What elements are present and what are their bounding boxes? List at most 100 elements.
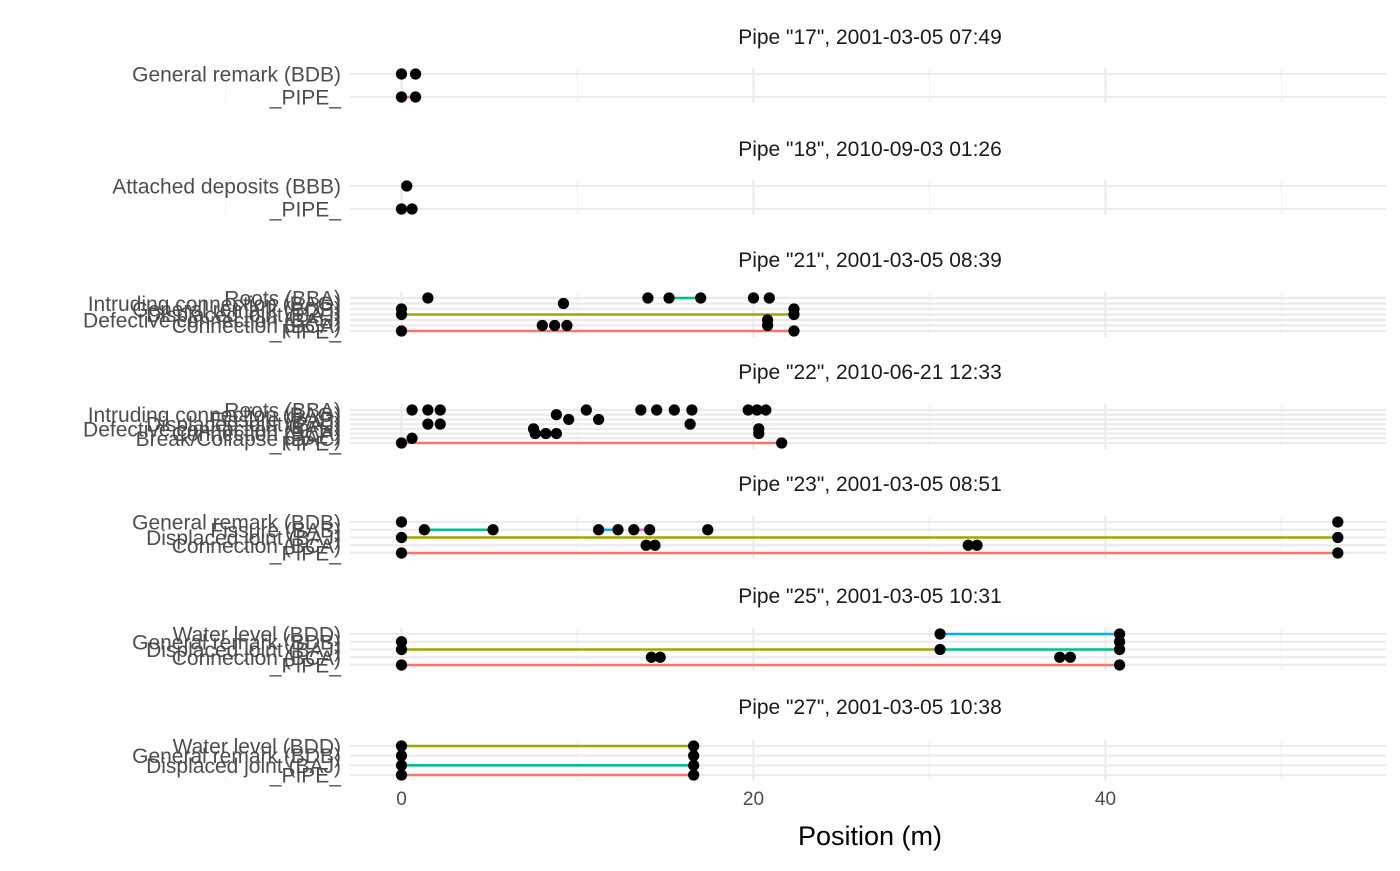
row-label-break-collapse-bac: Break/Collapse (BAC) (136, 428, 341, 451)
panel-title: Pipe "25", 2001-03-05 10:31 (738, 585, 1002, 608)
panel-title: Pipe "27", 2001-03-05 10:38 (738, 696, 1002, 719)
row-label-fissure-bab: Fissure (BAB) (210, 409, 341, 432)
observation-point-roots-bba (695, 292, 707, 304)
row-label-connection-bca: Connection (BCA) (172, 315, 341, 338)
row-label-pipe: _PIPE_ (269, 321, 342, 344)
observation-point-pipe (1332, 547, 1344, 559)
observation-point-roots-bba (635, 404, 647, 416)
row-label-connection-bca: Connection (BCA) (172, 647, 341, 670)
observation-point-displaced-joint-baj (434, 418, 446, 430)
x-tick-label: 20 (743, 789, 764, 810)
observation-point-roots-bba (422, 404, 434, 416)
observation-point-break-collapse-bac (406, 432, 418, 444)
panel-2: Pipe "18", 2010-09-03 01:26 Attached depo… (112, 138, 1386, 222)
observation-point-general-remark-bdb (395, 636, 408, 648)
row-label-attached-deposits-bbb: Attached deposits (BBB) (112, 176, 341, 199)
observation-point-fissure-bab (418, 524, 430, 536)
observation-point-connection-bca (1064, 651, 1076, 663)
row-label-displaced-joint-baj: Displaced joint (BAJ) (146, 639, 341, 662)
observation-point-pipe (788, 325, 800, 337)
observation-point-fissure-bab (593, 413, 605, 426)
observation-point-attached-deposits-bbb (401, 180, 413, 192)
row-label-connection-bca: Connection (BCA) (172, 535, 341, 558)
observation-point-roots-bba (763, 292, 775, 304)
observation-point-displaced-joint-baj (422, 418, 434, 430)
observation-point-displaced-joint-baj (1332, 531, 1344, 544)
row-label-defective-connection-bah: Defective connection (BAH) (83, 418, 341, 441)
observation-point-roots-bba (668, 404, 680, 416)
row-label-displaced-joint-baj: Displaced joint (BAJ) (146, 304, 341, 327)
observation-point-general-remark-bdb (409, 68, 422, 80)
row-label-pipe: _PIPE_ (269, 543, 342, 566)
observation-point-pipe (395, 547, 408, 559)
observation-point-pipe (395, 769, 408, 781)
observation-point-connection-bca (753, 427, 765, 440)
observation-point-displaced-joint-baj (1113, 643, 1126, 656)
observation-point-fissure-bab (563, 413, 575, 426)
observation-point-connection-bca (529, 427, 541, 440)
row-label-displaced-joint-baj: Displaced joint (BAJ) (146, 414, 341, 437)
row-label-water-level-bdd: Water level (BDD) (173, 736, 341, 759)
observation-point-roots-bba (406, 404, 418, 416)
observation-point-pipe (395, 203, 408, 215)
row-label-general-remark-bdb: General remark (BDB) (132, 745, 341, 768)
observation-point-general-remark-bdb (395, 750, 408, 762)
panels-layer: Pipe "17", 2001-03-05 07:49 General remar… (83, 26, 1386, 788)
x-axis: 0 20 40 (396, 789, 1116, 810)
panel-1: Pipe "17", 2001-03-05 07:49 General remar… (132, 26, 1386, 110)
observation-point-pipe (409, 91, 422, 103)
observation-point-connection-bca (540, 427, 552, 440)
panel-title: Pipe "17", 2001-03-05 07:49 (738, 26, 1002, 49)
observation-point-water-level-bdd (688, 740, 700, 752)
observation-point-roots-bba (760, 404, 772, 416)
observation-point-water-level-bdd (1113, 628, 1126, 640)
row-label-water-level-bdd: Water level (BDD) (173, 624, 341, 647)
observation-point-general-remark-bdb (1332, 516, 1344, 528)
observation-point-pipe (395, 325, 408, 337)
observation-point-roots-bba (580, 404, 592, 416)
observation-point-fissure-bab (593, 524, 605, 536)
observation-point-roots-bba (422, 292, 434, 304)
observation-point-roots-bba (642, 292, 654, 304)
observation-point-displaced-joint-baj (395, 643, 408, 656)
row-label-roots-bba: Roots (BBA) (224, 288, 341, 311)
panel-title: Pipe "23", 2001-03-05 08:51 (738, 473, 1002, 496)
panel-4: Pipe "22", 2010-06-21 12:33 Roots (BBA)In… (83, 361, 1386, 456)
observation-point-general-remark-bdb (395, 68, 408, 80)
observation-point-roots-bba (742, 404, 754, 416)
row-label-pipe: _PIPE_ (269, 433, 342, 456)
observation-point-pipe (688, 769, 700, 781)
observation-point-general-remark-bdb (688, 750, 700, 762)
observation-point-displaced-joint-baj (934, 643, 946, 656)
observation-point-connection-bca (640, 539, 652, 551)
row-label-fissure-bab: Fissure (BAB) (210, 519, 341, 542)
observation-point-connection-bca (962, 539, 974, 551)
observation-point-connection-bca (550, 427, 562, 440)
row-label-pipe: _PIPE_ (269, 655, 342, 678)
observation-point-displaced-joint-baj (684, 418, 696, 430)
observation-point-pipe (395, 659, 408, 671)
observation-point-connection-bca (761, 319, 774, 332)
panel-6: Pipe "25", 2001-03-05 10:31 Water level (… (132, 585, 1386, 678)
observation-point-intruding-connection-bag (550, 409, 562, 421)
observation-point-connection-bca (654, 651, 666, 663)
observation-point-displaced-joint-baj (688, 759, 700, 771)
observation-point-roots-bba (747, 292, 760, 304)
row-label-pipe: _PIPE_ (269, 765, 342, 788)
row-label-pipe: _PIPE_ (269, 87, 342, 110)
observation-point-displaced-joint-baj (395, 759, 408, 771)
observation-point-pipe (395, 91, 408, 103)
observation-point-displaced-joint-baj (395, 531, 408, 544)
observation-point-roots-bba (686, 404, 698, 416)
row-label-general-remark-bdb: General remark (BDB) (132, 512, 341, 535)
row-label-connection-bca: Connection (BCA) (172, 423, 341, 446)
panel-3: Pipe "21", 2001-03-05 08:39 Roots (BBA)In… (83, 249, 1386, 344)
row-label-intruding-connection-bag: Intruding connection (BAG) (88, 404, 341, 427)
observation-point-fissure-bab (628, 524, 640, 536)
panel-5: Pipe "23", 2001-03-05 08:51 General remar… (132, 473, 1386, 566)
row-label-general-remark-bdb: General remark (BDB) (132, 631, 341, 654)
observation-point-connection-bca (536, 319, 548, 332)
observation-point-roots-bba (663, 292, 675, 304)
